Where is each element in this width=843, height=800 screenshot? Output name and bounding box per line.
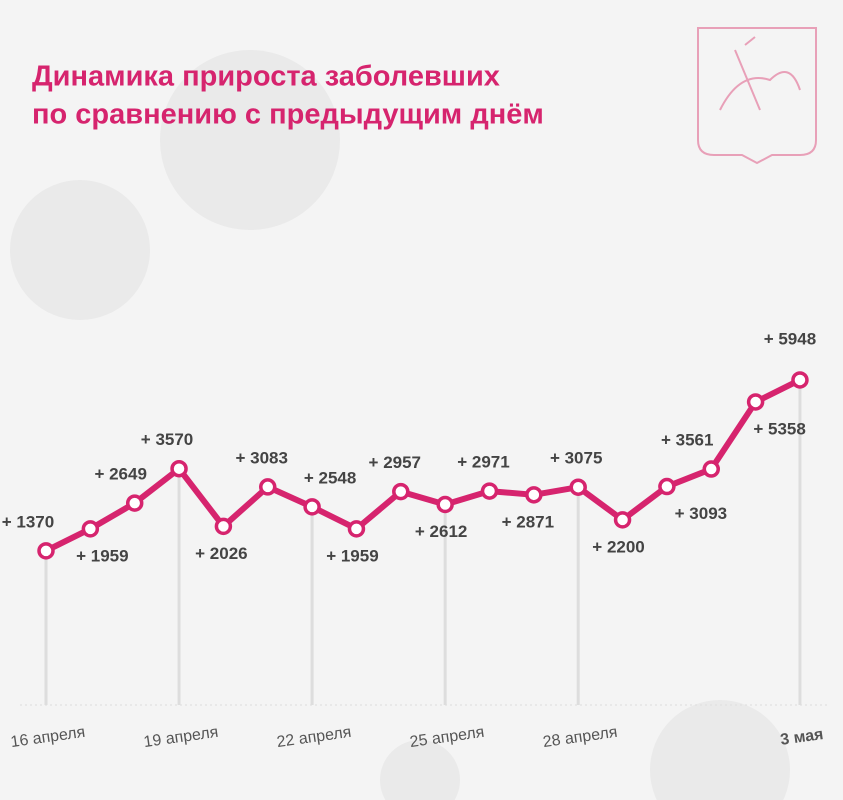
point xyxy=(525,486,543,504)
value-label: + 3083 xyxy=(236,448,288,467)
chart-title: Динамика прироста заболевших xyxy=(32,61,500,93)
value-label: + 2871 xyxy=(502,512,554,531)
point xyxy=(569,478,587,496)
value-label: + 3075 xyxy=(550,449,602,468)
point xyxy=(170,459,188,478)
value-label: + 5948 xyxy=(764,329,816,348)
point xyxy=(702,460,720,478)
value-label: + 3561 xyxy=(661,431,713,450)
point xyxy=(37,542,55,560)
point xyxy=(81,520,100,538)
value-label: + 2971 xyxy=(457,453,509,472)
background-decor xyxy=(10,50,790,800)
value-label: + 2612 xyxy=(415,522,467,541)
logo xyxy=(697,27,817,165)
value-label: + 2957 xyxy=(369,453,421,472)
x-tick-label: 28 апреля xyxy=(542,724,619,751)
point xyxy=(125,494,144,512)
x-tick-label: 22 апреля xyxy=(276,724,353,751)
point xyxy=(392,482,410,501)
point xyxy=(347,520,366,538)
point xyxy=(480,482,499,500)
x-tick-label: 19 апреля xyxy=(143,724,220,751)
point xyxy=(436,495,454,514)
x-tick-label: 3 мая xyxy=(779,726,824,749)
point xyxy=(791,371,809,389)
value-label: + 2200 xyxy=(592,537,644,556)
point xyxy=(303,498,321,516)
value-label: + 5358 xyxy=(753,419,805,438)
x-tick-label: 25 апреля xyxy=(409,724,486,751)
value-label: + 2649 xyxy=(94,465,146,484)
point xyxy=(658,477,676,496)
point xyxy=(259,478,277,496)
value-label: + 2026 xyxy=(195,544,247,563)
point xyxy=(746,393,765,411)
value-label: + 1959 xyxy=(76,546,128,565)
point xyxy=(613,511,632,529)
value-label: + 1370 xyxy=(2,512,54,531)
value-label: + 1959 xyxy=(326,546,378,565)
x-tick-label: 16 апреля xyxy=(10,724,87,751)
point xyxy=(214,517,233,536)
value-label: + 2548 xyxy=(304,468,356,487)
chart-title: по сравнению с предыдущим днём xyxy=(32,99,544,131)
value-label: + 3093 xyxy=(675,504,727,523)
value-label: + 3570 xyxy=(141,430,193,449)
